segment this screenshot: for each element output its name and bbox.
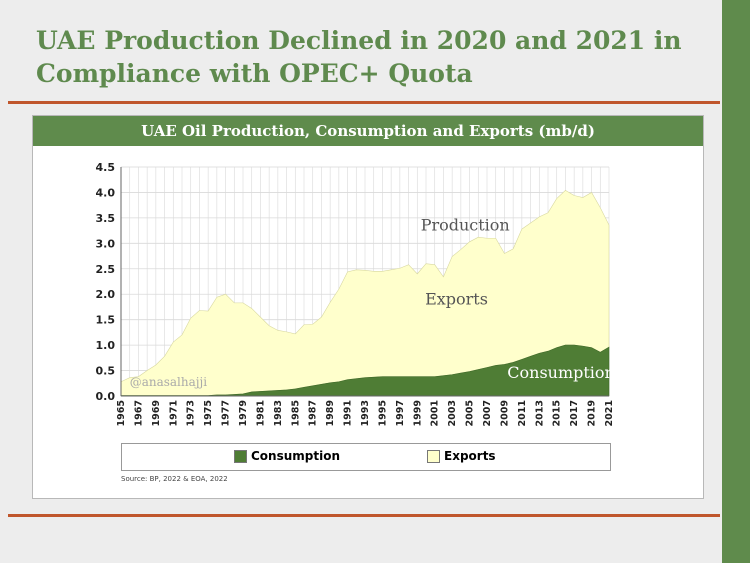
x-tick-label: 1985 — [290, 400, 301, 426]
y-tick-label: 1.0 — [96, 339, 116, 352]
y-tick-label: 2.0 — [96, 288, 116, 301]
legend-swatch-exports — [427, 450, 440, 463]
right-accent-band — [722, 0, 750, 563]
x-tick-label: 2007 — [482, 400, 493, 426]
x-tick-label: 1967 — [133, 400, 144, 426]
x-tick-label: 1973 — [186, 400, 197, 426]
slide-title: UAE Production Declined in 2020 and 2021… — [36, 24, 716, 90]
x-tick-label: 2017 — [569, 400, 580, 426]
x-tick-label: 1987 — [308, 400, 319, 426]
x-tick-label: 2005 — [465, 400, 476, 426]
y-tick-label: 0.5 — [96, 365, 116, 378]
x-tick-label: 1971 — [168, 400, 179, 426]
x-tick-label: 1975 — [203, 400, 214, 426]
annotation-production: Production — [421, 216, 510, 235]
x-tick-label: 1999 — [412, 400, 423, 426]
x-tick-label: 1969 — [151, 400, 162, 426]
x-tick-label: 1989 — [325, 400, 336, 426]
watermark: @anasalhajji — [130, 375, 208, 389]
x-tick-label: 2003 — [447, 400, 458, 426]
annotation-exports: Exports — [425, 289, 488, 308]
x-tick-label: 2009 — [499, 400, 510, 426]
y-tick-label: 0.0 — [96, 390, 116, 403]
legend-item-exports: Exports — [427, 449, 496, 463]
legend-label-consumption: Consumption — [251, 449, 340, 463]
x-tick-label: 1993 — [360, 400, 371, 426]
x-tick-label: 2013 — [534, 400, 545, 426]
x-tick-label: 2011 — [517, 400, 528, 426]
legend-label-exports: Exports — [444, 449, 496, 463]
x-tick-label: 1965 — [116, 400, 127, 426]
x-tick-label: 1995 — [377, 400, 388, 426]
y-tick-label: 2.5 — [96, 263, 116, 276]
x-tick-label: 2001 — [430, 400, 441, 426]
source-note: Source: BP, 2022 & EOA, 2022 — [121, 475, 228, 483]
x-tick-label: 2019 — [587, 400, 598, 426]
y-tick-label: 3.0 — [96, 237, 116, 250]
chart-panel: UAE Oil Production, Consumption and Expo… — [32, 115, 704, 499]
x-tick-label: 2015 — [552, 400, 563, 426]
x-tick-label: 1979 — [238, 400, 249, 426]
top-divider — [8, 101, 720, 104]
x-tick-label: 2021 — [604, 400, 615, 426]
x-tick-label: 1983 — [273, 400, 284, 426]
legend-swatch-consumption — [234, 450, 247, 463]
y-tick-label: 1.5 — [96, 314, 116, 327]
x-tick-label: 1977 — [221, 400, 232, 426]
area-chart: 0.0 0.5 1.0 1.5 2.0 2.5 3.0 3.5 4.0 4.5 1965 1967 19… — [33, 116, 703, 436]
bottom-divider — [8, 514, 720, 517]
chart-legend: Consumption Exports — [121, 443, 611, 471]
y-tick-label: 3.5 — [96, 212, 116, 225]
y-tick-label: 4.5 — [96, 161, 116, 174]
x-tick-label: 1981 — [255, 400, 266, 426]
y-tick-label: 4.0 — [96, 186, 116, 199]
x-tick-label: 1997 — [395, 400, 406, 426]
annotation-consumption: Consumption — [507, 363, 615, 382]
legend-item-consumption: Consumption — [234, 449, 340, 463]
x-tick-label: 1991 — [343, 400, 354, 426]
